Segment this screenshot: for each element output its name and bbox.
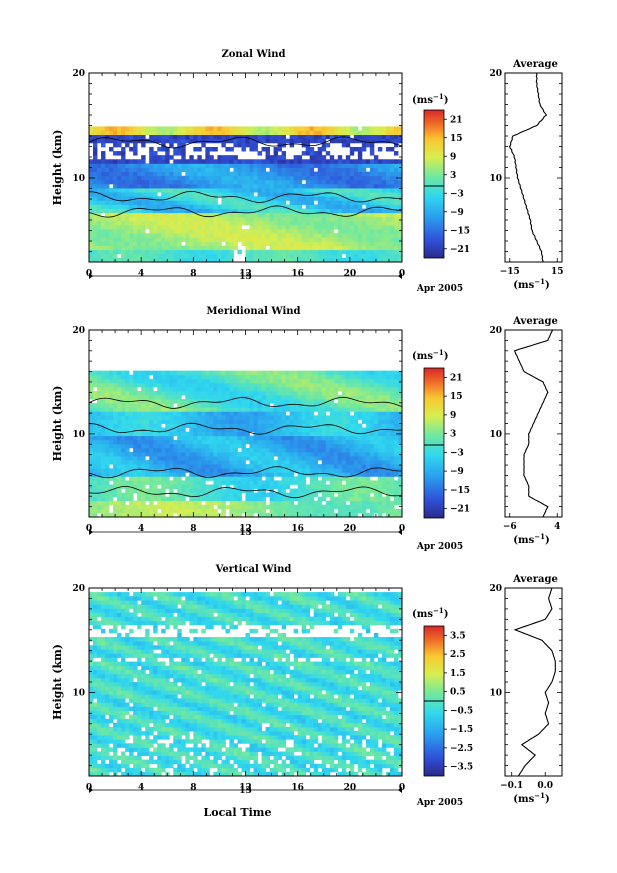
colorbar-tick-label: −1.5 <box>450 725 473 735</box>
date-label: Apr 2005 <box>416 798 463 808</box>
y-tick-label: 10 <box>72 174 85 184</box>
colorbar-tick-label: −3 <box>450 448 464 458</box>
panel-title: Meridional Wind <box>206 306 300 317</box>
colorbar-tick-label: 3.5 <box>450 631 466 641</box>
profile-frame <box>504 587 563 777</box>
profile-title: Average <box>512 574 558 585</box>
heatmap-cells <box>89 126 402 262</box>
profile-y-tick-label: 20 <box>489 584 502 594</box>
zero-contour <box>89 422 402 435</box>
colorbar-unit: (ms−1) <box>412 92 448 106</box>
y-tick-label: 20 <box>72 326 85 336</box>
x-tick-label: 20 <box>344 269 357 279</box>
profile-y-tick-label: 10 <box>489 174 502 184</box>
colorbar-tick-label: −3.5 <box>450 763 473 773</box>
y-tick-label: 10 <box>72 688 85 698</box>
zero-contour <box>89 485 402 499</box>
heatmap-cells <box>89 592 402 776</box>
x-tick-label: 8 <box>190 524 196 534</box>
profile-y-tick-label: 10 <box>489 430 502 440</box>
day-label: 13 <box>239 272 252 282</box>
colorbar-tick-label: 3 <box>450 430 456 440</box>
profile-x-tick-label: −0.1 <box>500 781 523 791</box>
x-tick-label: 12 <box>239 524 252 534</box>
colorbar-tick-label: −21 <box>450 505 470 515</box>
colorbar-unit: (ms−1) <box>412 606 448 620</box>
profile-title: Average <box>512 316 558 327</box>
profile-x-tick-label: 0.0 <box>537 781 553 791</box>
x-tick-label: 4 <box>138 783 144 793</box>
profile-x-tick-label: −6 <box>503 522 517 532</box>
colorbar <box>423 109 445 259</box>
y-axis-label: Height (km) <box>51 130 64 206</box>
colorbar-tick-label: −0.5 <box>450 706 473 716</box>
panel-title: Vertical Wind <box>215 564 292 575</box>
day-label: 13 <box>239 528 252 538</box>
colorbar-tick-label: 15 <box>450 134 463 144</box>
y-axis-label: Height (km) <box>51 386 64 462</box>
zero-contour <box>89 205 402 218</box>
profile-x-tick-label: 15 <box>551 267 564 277</box>
zero-contour <box>89 466 402 479</box>
colorbar-tick-label: −15 <box>450 486 470 496</box>
y-axis-label: Height (km) <box>51 644 64 720</box>
colorbar-tick-label: −9 <box>450 467 464 477</box>
profile-unit: (ms−1) <box>513 277 549 291</box>
x-tick-label: 4 <box>138 269 144 279</box>
colorbar-tick-label: 3 <box>450 171 456 181</box>
zero-contour <box>89 136 402 149</box>
date-label: Apr 2005 <box>416 284 463 294</box>
y-tick-label: 10 <box>72 430 85 440</box>
panel-title: Zonal Wind <box>221 49 285 60</box>
heatmap-cells <box>89 370 402 517</box>
zero-contour <box>89 190 402 203</box>
colorbar-tick-label: 9 <box>450 411 456 421</box>
colorbar-tick-label: −21 <box>450 245 470 255</box>
colorbar-tick-label: −3 <box>450 189 464 199</box>
profile-y-tick-label: 20 <box>489 326 502 336</box>
profile-line <box>508 72 548 263</box>
profile-line <box>513 587 556 777</box>
colorbar-tick-label: 21 <box>450 373 463 383</box>
x-tick-label: 16 <box>291 269 304 279</box>
date-label: Apr 2005 <box>416 542 463 552</box>
colorbar <box>423 367 445 519</box>
x-tick-label: 12 <box>239 269 252 279</box>
x-tick-label: 8 <box>190 783 196 793</box>
colorbar-tick-label: 1.5 <box>450 669 466 679</box>
colorbar-tick-label: 15 <box>450 392 463 402</box>
profile-y-tick-label: 20 <box>489 69 502 79</box>
day-label: 13 <box>239 786 252 796</box>
colorbar-tick-label: −2.5 <box>450 744 473 754</box>
x-tick-label: 16 <box>291 783 304 793</box>
y-tick-label: 20 <box>72 69 85 79</box>
profile-title: Average <box>512 59 558 70</box>
profile-unit: (ms−1) <box>513 791 549 805</box>
x-tick-label: 20 <box>344 524 357 534</box>
profile-x-tick-label: 4 <box>554 522 560 532</box>
colorbar-tick-label: 9 <box>450 152 456 162</box>
colorbar-tick-label: −9 <box>450 208 464 218</box>
y-tick-label: 20 <box>72 584 85 594</box>
zero-contour <box>89 396 402 409</box>
colorbar-tick-label: 2.5 <box>450 650 466 660</box>
colorbar-tick-label: −15 <box>450 226 470 236</box>
x-tick-label: 12 <box>239 783 252 793</box>
profile-unit: (ms−1) <box>513 532 549 546</box>
profile-x-tick-label: −15 <box>500 267 520 277</box>
x-tick-label: 20 <box>344 783 357 793</box>
colorbar-unit: (ms−1) <box>412 348 448 362</box>
colorbar-tick-label: 0.5 <box>450 688 466 698</box>
x-tick-label: 16 <box>291 524 304 534</box>
x-tick-label: 4 <box>138 524 144 534</box>
colorbar-tick-label: 21 <box>450 115 463 125</box>
profile-line <box>513 329 554 518</box>
x-axis-label: Local Time <box>204 806 272 819</box>
profile-y-tick-label: 10 <box>489 688 502 698</box>
x-tick-label: 8 <box>190 269 196 279</box>
